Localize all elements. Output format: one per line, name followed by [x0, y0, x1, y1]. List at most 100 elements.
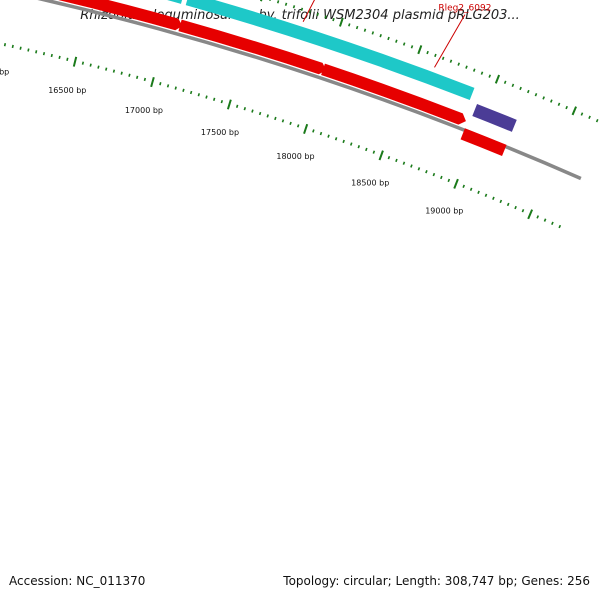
inner-minor-tick	[19, 46, 22, 50]
inner-minor-tick	[536, 215, 540, 219]
inner-minor-tick	[251, 109, 254, 113]
inner-minor-tick	[514, 205, 517, 210]
inner-minor-tick	[135, 75, 139, 79]
inner-minor-tick	[197, 93, 201, 97]
inner-minor-tick	[492, 196, 495, 201]
red-gene-feature	[58, 0, 183, 31]
outer-minor-tick	[332, 17, 335, 22]
outer-minor-tick	[580, 112, 584, 116]
inner-minor-tick	[35, 50, 38, 54]
scale-tick-label: 16500 bp	[48, 86, 86, 95]
outer-minor-tick	[511, 83, 515, 88]
red-gene-feature	[178, 19, 327, 75]
outer-minor-tick	[300, 7, 304, 11]
outer-minor-tick	[557, 102, 561, 106]
inner-major-tick	[72, 56, 78, 67]
gene-label: Rleg2_6092	[438, 4, 491, 14]
scale-tick-label: 17000 bp	[125, 106, 163, 115]
inner-minor-tick	[205, 95, 208, 99]
outer-minor-tick	[534, 93, 538, 97]
inner-minor-tick	[189, 90, 193, 95]
outer-minor-tick	[402, 42, 406, 46]
purple-gene-feature	[472, 103, 517, 132]
scale-tick-label: 19000 bp	[425, 207, 463, 216]
outer-minor-tick	[465, 65, 468, 69]
outer-major-tick	[259, 0, 263, 2]
outer-minor-tick	[268, 0, 271, 1]
outer-minor-tick	[308, 10, 312, 14]
outer-major-tick	[494, 74, 501, 84]
inner-minor-tick	[365, 147, 368, 152]
outer-minor-tick	[371, 31, 375, 35]
inner-minor-tick	[143, 77, 147, 82]
outer-major-tick	[417, 45, 423, 55]
cyan-gene-feature	[166, 0, 183, 4]
inner-minor-tick	[558, 224, 562, 229]
outer-minor-tick	[449, 59, 453, 63]
inner-minor-tick	[174, 86, 177, 90]
outer-minor-tick	[488, 74, 492, 78]
inner-major-tick	[226, 99, 232, 110]
outer-minor-tick	[355, 25, 359, 30]
inner-minor-tick	[50, 53, 53, 58]
inner-minor-tick	[3, 43, 7, 47]
inner-minor-tick	[289, 121, 292, 126]
inner-minor-tick	[484, 193, 488, 197]
inner-minor-tick	[440, 175, 443, 180]
inner-minor-tick	[543, 218, 547, 222]
inner-minor-tick	[551, 221, 554, 226]
outer-minor-tick	[588, 115, 591, 120]
inner-minor-tick	[499, 199, 503, 204]
inner-minor-tick	[432, 172, 436, 177]
red-gene-feature	[321, 63, 466, 125]
inner-minor-tick	[417, 167, 421, 171]
outer-minor-tick	[348, 23, 351, 27]
inner-major-tick	[527, 209, 534, 220]
outer-minor-tick	[316, 12, 319, 17]
outer-minor-tick	[395, 39, 398, 43]
inner-minor-tick	[112, 69, 116, 73]
inner-minor-tick	[327, 134, 330, 138]
scale-tick-label: 18500 bp	[351, 178, 389, 187]
inner-minor-tick	[11, 44, 14, 49]
inner-minor-tick	[357, 145, 361, 149]
outer-minor-tick	[480, 71, 484, 75]
scale-tick-label: 16000 bp	[0, 68, 9, 77]
inner-minor-tick	[447, 178, 451, 183]
outer-minor-tick	[457, 62, 461, 66]
inner-minor-tick	[425, 170, 428, 174]
gene-label-leader	[302, 0, 315, 22]
inner-minor-tick	[469, 187, 473, 191]
inner-minor-tick	[27, 48, 30, 52]
map-title: Rhizobium leguminosarum bv. trifolii WSM…	[80, 8, 520, 23]
outer-minor-tick	[324, 15, 327, 19]
scale-tick-label: 17500 bp	[201, 128, 239, 137]
inner-minor-tick	[296, 124, 300, 128]
inner-minor-tick	[105, 67, 108, 71]
outer-minor-tick	[379, 34, 382, 38]
inner-minor-tick	[166, 84, 170, 88]
inner-minor-tick	[462, 184, 465, 188]
inner-minor-tick	[120, 71, 123, 75]
inner-minor-tick	[319, 131, 323, 136]
inner-minor-tick	[42, 52, 46, 56]
gene-label-leader	[434, 14, 466, 68]
inner-minor-tick	[266, 114, 269, 118]
inner-minor-tick	[235, 104, 239, 108]
inner-minor-tick	[372, 150, 376, 154]
inner-minor-tick	[128, 73, 131, 77]
outer-minor-tick	[503, 80, 507, 84]
inner-minor-tick	[342, 139, 345, 144]
outer-minor-tick	[410, 45, 414, 49]
outer-minor-tick	[284, 2, 288, 6]
topology-summary: Topology: circular; Length: 308,747 bp; …	[283, 574, 590, 588]
outer-minor-tick	[434, 53, 437, 58]
outer-minor-tick	[550, 99, 553, 103]
outer-minor-tick	[595, 118, 599, 123]
inner-minor-tick	[349, 142, 353, 146]
inner-major-tick	[303, 123, 309, 134]
red-gene-feature	[460, 128, 507, 156]
inner-minor-tick	[89, 63, 92, 67]
outer-major-tick	[571, 106, 577, 116]
